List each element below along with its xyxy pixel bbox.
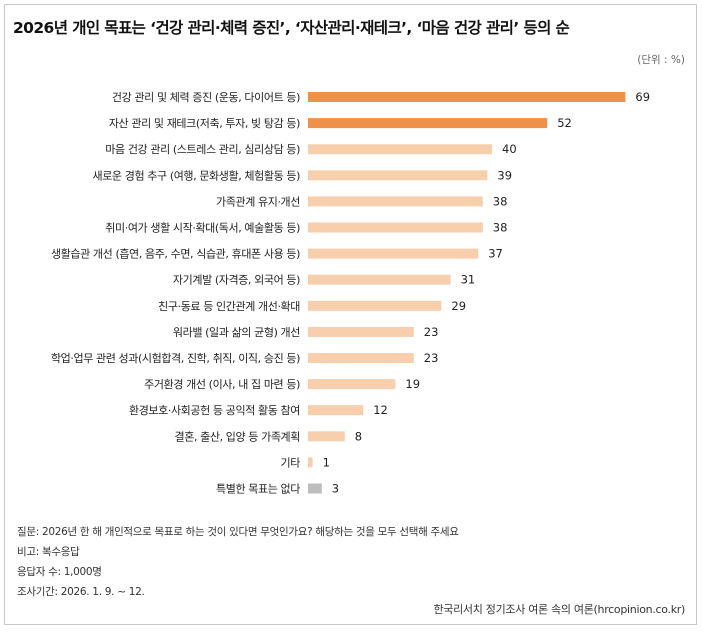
value-label: 3 [332, 482, 339, 496]
bar [308, 300, 442, 311]
bar-chart: 건강 관리 및 체력 증진 (운동, 다이어트 등) 69 자산 관리 및 재테크(… [51, 90, 650, 496]
value-label: 1 [323, 455, 330, 469]
value-label: 8 [355, 429, 362, 443]
bar [308, 92, 626, 102]
category-label: 학업·업무 관련 성과(시험합격, 진학, 취직, 이직, 승진 등) [51, 352, 300, 365]
note-period: 조사기간: 2026. 1. 9. ~ 12. [17, 586, 145, 598]
bar [308, 222, 483, 233]
chart-frame [4, 4, 697, 625]
chart-notes: 질문: 2026년 한 해 개인적으로 목표로 하는 것이 있다면 무엇인가요?… [17, 522, 459, 602]
note-sample: 응답자 수: 1,000명 [17, 566, 102, 578]
value-label: 31 [461, 273, 476, 287]
category-label: 워라밸 (일과 삶의 균형) 개선 [173, 325, 300, 339]
category-label: 새로운 경험 추구 (여행, 문화생활, 체험활동 등) [92, 168, 300, 182]
value-label: 23 [424, 325, 439, 339]
category-label: 건강 관리 및 체력 증진 (운동, 다이어트 등) [112, 91, 300, 104]
value-label: 29 [451, 299, 466, 313]
category-label: 결혼, 출산, 입양 등 가족계획 [175, 430, 301, 443]
unit-label: (단위 : %) [637, 54, 685, 66]
bar [308, 431, 345, 442]
value-label: 37 [488, 247, 503, 261]
category-label: 자기계발 (자격증, 외국어 등) [173, 274, 300, 287]
value-label: 38 [493, 221, 508, 235]
value-label: 12 [373, 403, 388, 417]
bar [308, 405, 364, 416]
bar [308, 118, 548, 129]
chart-title: 2026년 개인 목표는 ‘건강 관리·체력 증진’, ‘자산관리·재테크’, … [13, 19, 570, 37]
bar [308, 248, 479, 259]
note-type: 비고: 복수응답 [17, 546, 80, 558]
category-label: 생활습관 개선 (흡연, 음주, 수면, 식습관, 휴대폰 사용 등) [51, 247, 300, 261]
bar [308, 144, 492, 155]
category-label: 취미·여가 생활 시작·확대(독서, 예술활동 등) [105, 221, 300, 235]
category-label: 주거환경 개선 (이사, 내 집 마련 등) [144, 378, 300, 391]
category-label: 마음 건강 관리 (스트레스 관리, 심리상담 등) [105, 143, 300, 156]
category-label: 환경보호·사회공헌 등 공익적 활동 참여 [129, 403, 300, 417]
value-label: 40 [502, 142, 517, 156]
bar [308, 170, 488, 181]
bar [308, 326, 414, 337]
bar [308, 353, 414, 363]
bar [308, 457, 313, 468]
category-label: 특별한 목표는 없다 [216, 483, 300, 496]
bar [308, 274, 451, 285]
bar [308, 483, 322, 494]
value-label: 39 [497, 168, 512, 182]
category-label: 친구·동료 등 인간관계 개선·확대 [158, 300, 300, 313]
value-label: 69 [635, 90, 650, 104]
category-label: 자산 관리 및 재테크(저축, 투자, 빚 탕감 등) [109, 117, 300, 130]
value-label: 19 [405, 377, 420, 391]
category-label: 기타 [281, 456, 301, 469]
bar [308, 196, 483, 207]
value-label: 23 [424, 351, 439, 365]
value-label: 38 [493, 194, 508, 208]
category-label: 가족관계 유지·개선 [216, 195, 300, 208]
source-credit: 한국리서치 정기조사 여론 속의 여론(hrcopinion.co.kr) [433, 603, 685, 616]
bar [308, 379, 396, 390]
value-label: 52 [557, 116, 572, 130]
note-question: 질문: 2026년 한 해 개인적으로 목표로 하는 것이 있다면 무엇인가요?… [17, 526, 459, 538]
